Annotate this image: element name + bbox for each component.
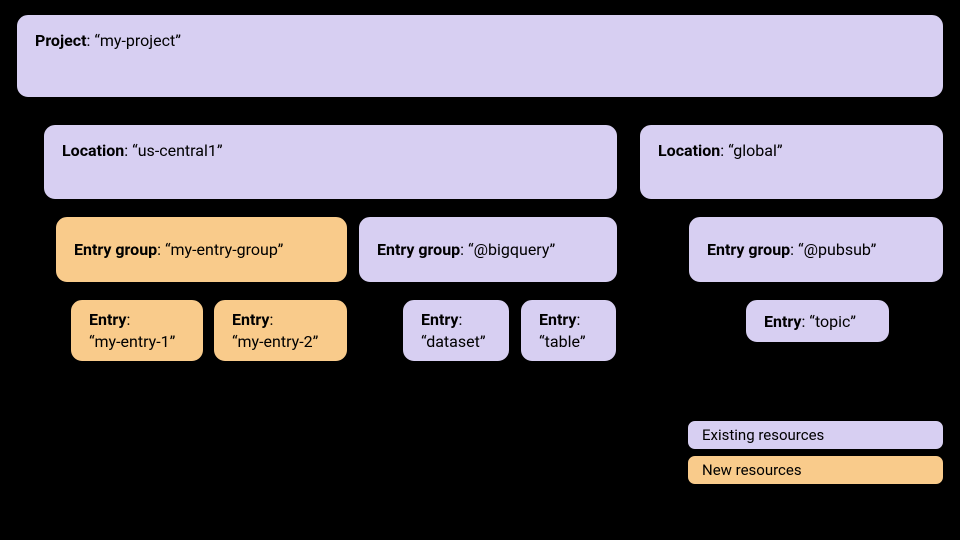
node-label: Entry:“my-entry-2” bbox=[232, 309, 318, 352]
node-label: Entry group: “@bigquery” bbox=[377, 240, 555, 259]
node-e-my1: Entry:“my-entry-1” bbox=[70, 299, 204, 362]
legend-item: New resources bbox=[687, 455, 944, 485]
node-e-my2: Entry:“my-entry-2” bbox=[213, 299, 348, 362]
node-eg-ps: Entry group: “@pubsub” bbox=[688, 216, 944, 283]
node-label: Entry group: “my-entry-group” bbox=[74, 240, 283, 259]
node-label: Entry group: “@pubsub” bbox=[707, 240, 876, 259]
node-eg-my: Entry group: “my-entry-group” bbox=[55, 216, 348, 283]
node-e-dataset: Entry:“dataset” bbox=[402, 299, 510, 362]
node-e-table: Entry:“table” bbox=[520, 299, 617, 362]
legend-item: Existing resources bbox=[687, 420, 944, 450]
node-label: Entry:“table” bbox=[539, 309, 586, 352]
node-project: Project: “my-project” bbox=[16, 14, 944, 98]
node-e-topic: Entry: “topic” bbox=[745, 299, 890, 343]
node-label: Entry: “topic” bbox=[764, 312, 856, 331]
node-loc-usc1: Location: “us-central1” bbox=[43, 124, 618, 200]
node-label: Entry:“dataset” bbox=[421, 309, 486, 352]
node-label: Project: “my-project” bbox=[35, 31, 181, 50]
node-eg-bq: Entry group: “@bigquery” bbox=[358, 216, 618, 283]
node-label: Entry:“my-entry-1” bbox=[89, 309, 175, 352]
node-loc-global: Location: “global” bbox=[639, 124, 944, 200]
node-label: Location: “us-central1” bbox=[62, 141, 223, 160]
node-label: Location: “global” bbox=[658, 141, 783, 160]
